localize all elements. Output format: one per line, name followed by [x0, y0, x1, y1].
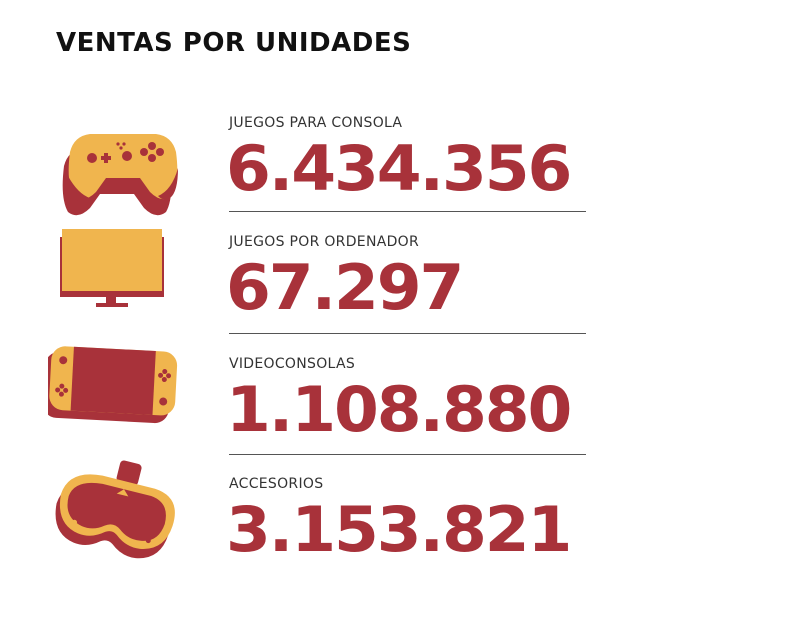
stat-row-video-consoles: VIDEOCONSOLAS 1.108.880 [0, 346, 812, 470]
divider [229, 454, 586, 455]
gamepad-icon [48, 118, 184, 218]
divider [229, 333, 586, 334]
vr-headset-icon [48, 458, 184, 559]
page-title: VENTAS POR UNIDADES [56, 28, 412, 58]
handheld-console-icon [48, 345, 184, 445]
stat-value: 6.434.356 [226, 132, 572, 205]
stat-row-accessories: ACCESORIOS 3.153.821 [0, 460, 812, 590]
stat-value: 67.297 [226, 251, 464, 324]
stat-value: 1.108.880 [226, 373, 572, 446]
stat-row-pc-games: JUEGOS POR ORDENADOR 67.297 [0, 227, 812, 347]
monitor-icon [48, 227, 184, 327]
stat-label: JUEGOS POR ORDENADOR [229, 234, 420, 250]
divider [229, 211, 586, 212]
stat-label: ACCESORIOS [229, 476, 324, 492]
stat-label: JUEGOS PARA CONSOLA [229, 115, 403, 131]
stat-row-console-games: JUEGOS PARA CONSOLA 6.434.356 [0, 108, 812, 228]
stat-value: 3.153.821 [226, 493, 572, 566]
stat-label: VIDEOCONSOLAS [229, 356, 356, 372]
